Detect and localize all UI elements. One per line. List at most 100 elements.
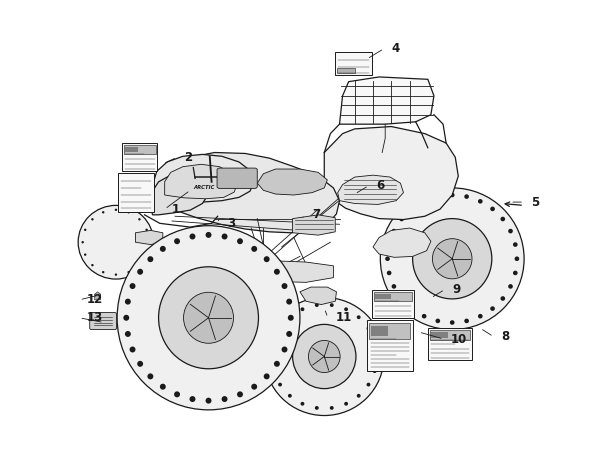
Ellipse shape <box>422 199 427 204</box>
Ellipse shape <box>127 271 130 274</box>
Ellipse shape <box>190 396 195 402</box>
Ellipse shape <box>385 256 390 261</box>
Ellipse shape <box>490 306 495 311</box>
Ellipse shape <box>84 228 86 231</box>
Ellipse shape <box>409 207 414 211</box>
Text: 8: 8 <box>501 330 509 343</box>
Ellipse shape <box>286 331 292 337</box>
Ellipse shape <box>84 254 86 256</box>
Ellipse shape <box>300 307 304 311</box>
Text: 2: 2 <box>184 151 192 164</box>
Ellipse shape <box>272 369 276 373</box>
Bar <box>430 330 469 341</box>
Ellipse shape <box>114 274 117 276</box>
Ellipse shape <box>478 314 483 319</box>
Ellipse shape <box>91 218 94 220</box>
Bar <box>428 328 472 360</box>
Ellipse shape <box>399 296 404 301</box>
Ellipse shape <box>392 229 396 233</box>
Ellipse shape <box>138 218 141 220</box>
Ellipse shape <box>367 326 370 330</box>
Ellipse shape <box>125 299 131 304</box>
Ellipse shape <box>330 406 334 410</box>
Ellipse shape <box>515 256 519 261</box>
Ellipse shape <box>412 218 492 299</box>
Ellipse shape <box>137 269 143 275</box>
Polygon shape <box>135 230 163 245</box>
Bar <box>367 320 412 370</box>
FancyBboxPatch shape <box>217 168 257 189</box>
Text: 12: 12 <box>87 294 103 306</box>
Ellipse shape <box>286 299 292 304</box>
Ellipse shape <box>450 193 455 197</box>
Bar <box>337 68 356 73</box>
Bar <box>372 290 414 318</box>
Ellipse shape <box>513 271 518 275</box>
Bar <box>124 145 155 154</box>
Text: 9: 9 <box>452 283 460 296</box>
Text: 6: 6 <box>376 179 384 192</box>
Ellipse shape <box>252 246 257 252</box>
Text: 13: 13 <box>87 311 103 324</box>
Ellipse shape <box>373 340 376 344</box>
FancyArrow shape <box>95 292 101 300</box>
Ellipse shape <box>315 303 319 307</box>
Ellipse shape <box>344 307 348 311</box>
Text: 4: 4 <box>391 42 400 55</box>
Ellipse shape <box>478 199 483 204</box>
Text: 1: 1 <box>172 203 180 216</box>
Ellipse shape <box>436 194 440 199</box>
Ellipse shape <box>282 283 288 289</box>
Ellipse shape <box>102 211 105 213</box>
Ellipse shape <box>174 238 180 244</box>
Ellipse shape <box>288 315 294 321</box>
Ellipse shape <box>433 238 472 279</box>
Ellipse shape <box>436 319 440 323</box>
Ellipse shape <box>222 396 228 402</box>
Ellipse shape <box>293 324 356 389</box>
Ellipse shape <box>146 254 148 256</box>
Ellipse shape <box>137 361 143 367</box>
Ellipse shape <box>422 314 427 319</box>
Ellipse shape <box>399 217 404 221</box>
Ellipse shape <box>272 340 276 344</box>
Ellipse shape <box>300 402 304 406</box>
Ellipse shape <box>508 284 513 289</box>
Ellipse shape <box>409 306 414 311</box>
Ellipse shape <box>160 384 166 389</box>
Bar <box>375 294 392 299</box>
Polygon shape <box>152 154 254 202</box>
Ellipse shape <box>344 402 348 406</box>
Ellipse shape <box>117 226 300 410</box>
Polygon shape <box>300 287 337 304</box>
Ellipse shape <box>330 303 334 307</box>
Ellipse shape <box>102 271 105 274</box>
Ellipse shape <box>78 205 154 279</box>
Ellipse shape <box>130 346 135 352</box>
Bar <box>118 173 154 211</box>
Ellipse shape <box>190 234 195 239</box>
Ellipse shape <box>125 331 131 337</box>
Ellipse shape <box>206 232 212 238</box>
Ellipse shape <box>147 373 154 380</box>
Ellipse shape <box>367 383 370 387</box>
Polygon shape <box>154 152 340 233</box>
Text: 11: 11 <box>335 311 351 324</box>
Bar <box>371 326 388 336</box>
Ellipse shape <box>270 354 274 359</box>
Ellipse shape <box>130 283 135 289</box>
Ellipse shape <box>501 296 505 301</box>
Ellipse shape <box>91 264 94 266</box>
Ellipse shape <box>465 319 469 323</box>
Ellipse shape <box>237 238 243 244</box>
Ellipse shape <box>465 194 469 199</box>
Ellipse shape <box>174 391 180 397</box>
Ellipse shape <box>81 241 84 243</box>
Ellipse shape <box>127 211 130 213</box>
Ellipse shape <box>274 269 280 275</box>
Ellipse shape <box>513 242 518 247</box>
Text: 10: 10 <box>451 332 467 345</box>
Ellipse shape <box>392 284 396 289</box>
Ellipse shape <box>278 326 282 330</box>
Ellipse shape <box>450 320 455 325</box>
